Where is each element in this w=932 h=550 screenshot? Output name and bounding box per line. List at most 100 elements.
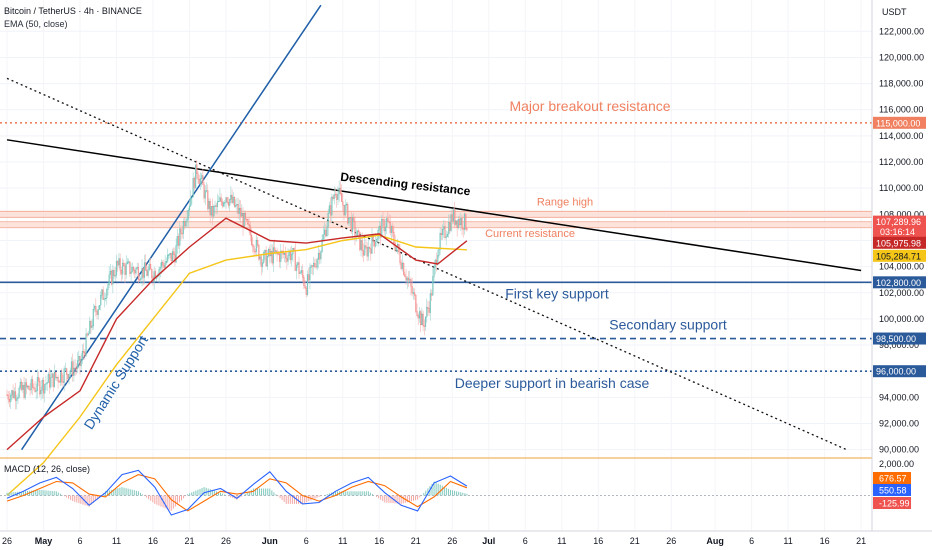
candle-body	[418, 311, 420, 319]
candle-body	[384, 226, 386, 232]
candle-body	[61, 372, 63, 382]
candle-body	[446, 233, 448, 237]
candle-body	[356, 230, 358, 236]
candle-body	[316, 259, 318, 268]
candle-body	[293, 248, 295, 251]
macd-legend[interactable]: MACD (12, 26, close)	[4, 464, 91, 474]
candle-body	[21, 381, 23, 390]
candle-body	[56, 377, 58, 379]
candle-body	[409, 279, 411, 281]
candle-body	[422, 313, 424, 326]
candle-body	[264, 250, 266, 253]
macd-line	[6, 469, 468, 516]
candle-body	[151, 269, 153, 278]
candle-body	[369, 247, 371, 249]
indicator-legend[interactable]: EMA (50, close)	[4, 19, 68, 29]
candle-body	[23, 385, 25, 398]
candle-body	[376, 239, 378, 243]
candle-body	[420, 311, 422, 326]
candle-body	[94, 306, 96, 310]
price-tick-label: 104,000.00	[879, 262, 924, 272]
candle-body	[129, 261, 131, 274]
candle-body	[126, 261, 128, 264]
candle-body	[427, 307, 429, 309]
price-tick-label: 118,000.00	[879, 79, 923, 89]
macd-value-tag	[873, 497, 911, 509]
candle-body	[226, 197, 228, 203]
candle-body	[291, 253, 293, 260]
candle-body	[304, 285, 306, 289]
candle-body	[153, 271, 155, 282]
time-tick-label: 26	[447, 536, 457, 546]
candle-body	[404, 274, 406, 277]
candle-body	[73, 367, 75, 376]
candle-body	[450, 214, 452, 231]
candle-body	[147, 269, 149, 276]
candle-body	[381, 219, 383, 238]
candle-body	[362, 250, 365, 256]
level-label: Current resistance	[485, 228, 575, 240]
candle-body	[306, 274, 309, 295]
candle-body	[31, 379, 34, 388]
time-tick-label: 11	[557, 536, 566, 546]
candle-body	[445, 236, 447, 238]
macd-tick-label: 2,000.00	[879, 459, 914, 469]
price-tag-text: 105,975.98	[876, 238, 921, 248]
candle-body	[428, 308, 430, 313]
candle-body	[90, 321, 92, 328]
candle-body	[64, 368, 66, 370]
time-axis[interactable]	[0, 531, 932, 550]
macd-value-tag	[873, 472, 911, 484]
candle-body	[179, 228, 181, 246]
level-label: Range high	[537, 196, 593, 208]
candle-body	[115, 261, 118, 276]
ema-fast-line	[6, 217, 468, 451]
candle-body	[188, 205, 191, 211]
candle-body	[109, 271, 111, 275]
candle-body	[81, 351, 83, 360]
candle-body	[416, 311, 418, 316]
candle-body	[163, 264, 165, 268]
candle-body	[238, 207, 240, 214]
candle-body	[394, 242, 396, 251]
candle-body	[343, 205, 345, 216]
candle-body	[454, 209, 456, 225]
price-axis[interactable]	[872, 0, 932, 531]
macd-value-tag-text: 550.58	[879, 486, 907, 496]
candle-body	[349, 217, 351, 219]
level-labels: Major breakout resistance Range high Curre…	[455, 98, 727, 391]
time-tick-label: Jun	[262, 536, 278, 546]
candle-body	[266, 255, 268, 267]
candle-body	[174, 254, 176, 263]
candle-body	[285, 253, 287, 259]
candle-body	[103, 298, 105, 300]
candle-body	[367, 247, 369, 257]
candle-body	[96, 311, 98, 315]
candle-body	[253, 246, 255, 252]
candle-body	[209, 201, 211, 216]
candle-body	[314, 263, 316, 267]
time-tick-label: 6	[749, 536, 754, 546]
candle-body	[52, 373, 54, 387]
price-tick-label: 108,000.00	[879, 209, 924, 219]
price-tick-label: 94,000.00	[879, 392, 919, 402]
candle-body	[10, 395, 12, 402]
candle-body	[466, 228, 468, 231]
candle-body	[241, 213, 243, 217]
candle-body	[143, 262, 146, 278]
candle-body	[213, 206, 215, 217]
candle-body	[169, 253, 171, 255]
candle-body	[360, 240, 362, 250]
time-tick-label: 26	[666, 536, 676, 546]
candle-body	[333, 194, 335, 199]
price-tick-label: 110,000.00	[879, 183, 923, 193]
symbol-legend[interactable]: Bitcoin / TetherUS · 4h · BINANCE	[4, 6, 142, 16]
level-price-tag	[873, 116, 926, 129]
candle-body	[388, 221, 390, 223]
candle-body	[41, 380, 43, 391]
candle-body	[325, 229, 327, 237]
price-tag	[873, 236, 926, 249]
candle-body	[444, 226, 446, 238]
level-label: Deeper support in bearish case	[455, 375, 650, 391]
